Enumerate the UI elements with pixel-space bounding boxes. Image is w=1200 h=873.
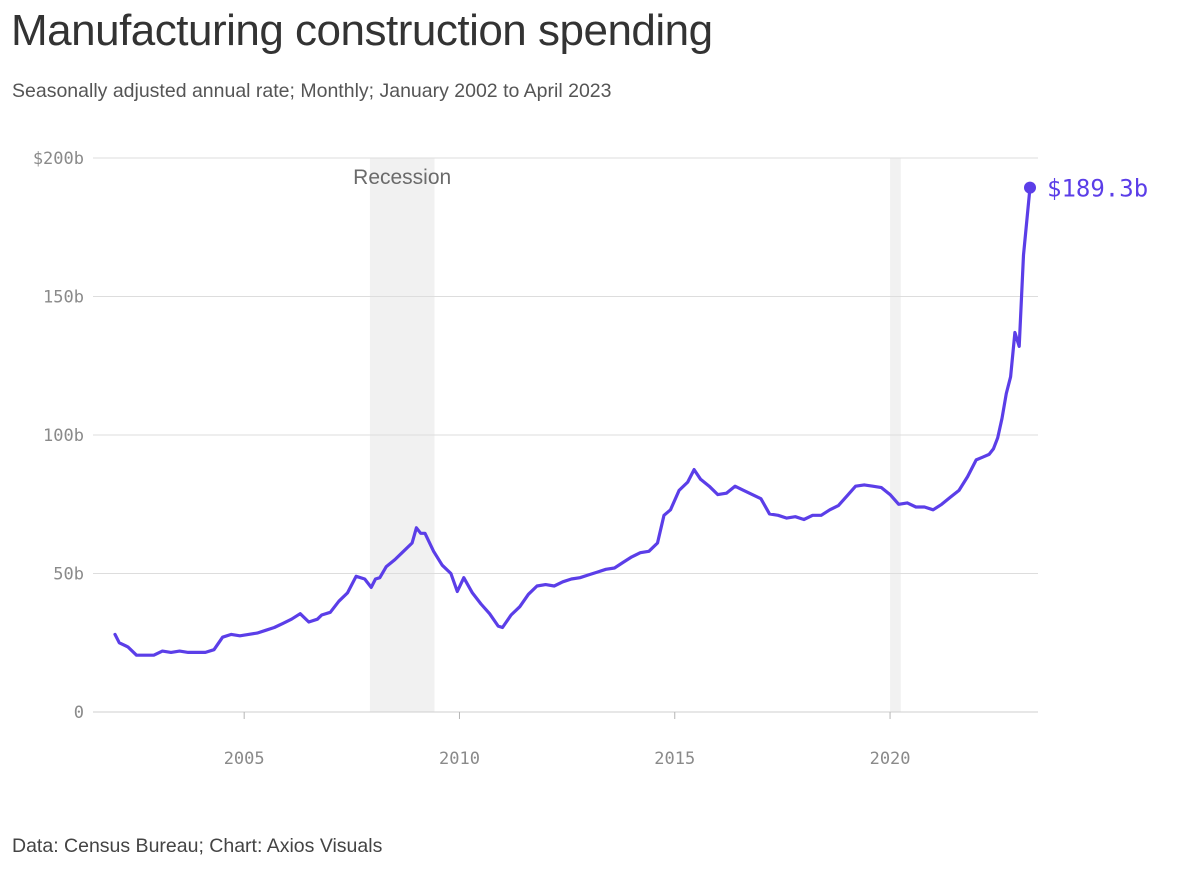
y-tick-label: 150b	[43, 288, 84, 308]
chart-subtitle: Seasonally adjusted annual rate; Monthly…	[12, 80, 612, 102]
end-value-label: $189.3b	[1047, 175, 1148, 203]
x-tick-label: 2015	[654, 749, 695, 769]
recession-label: Recession	[353, 166, 451, 189]
series-layer: $189.3b	[113, 175, 1148, 657]
y-axis: $200b 150b 100b 50b 0	[33, 149, 84, 723]
x-tick-label: 2010	[439, 749, 480, 769]
y-tick-label: 50b	[53, 565, 84, 585]
y-tick-label: 100b	[43, 426, 84, 446]
x-tick-label: 2005	[224, 749, 265, 769]
source-note: Data: Census Bureau; Chart: Axios Visual…	[12, 835, 383, 857]
x-tick-label: 2020	[870, 749, 911, 769]
end-point	[1024, 181, 1036, 194]
series-line	[113, 186, 1032, 657]
chart-title: Manufacturing construction spending	[11, 6, 713, 55]
gridlines	[93, 157, 1038, 713]
y-tick-label: 0	[74, 703, 84, 723]
y-tick-label: $200b	[33, 149, 84, 169]
x-axis: 2005 2010 2015 2020	[224, 712, 911, 769]
